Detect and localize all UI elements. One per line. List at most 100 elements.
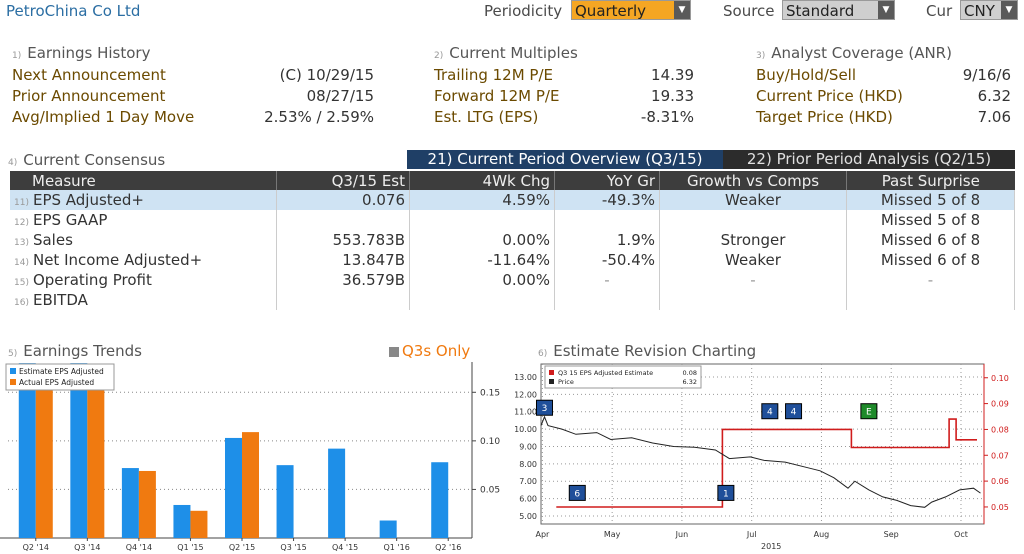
x-tick-label: Q4 '15 [332,543,358,552]
legend-swatch [549,379,554,384]
measure-cell: 12) EPS GAAP [10,210,277,230]
right-tick-label: 0.10 [991,374,1009,383]
col-yoy-gr[interactable]: YoY Gr [554,171,660,190]
table-row[interactable]: 11) EPS Adjusted+ 0.076 4.59% -49.3% Weak… [10,190,1015,210]
trailing-pe-value: 14.39 [651,66,694,84]
legend-box [5,363,115,391]
earnings-history-title[interactable]: 1) Earnings History [12,44,151,62]
x-tick-label: Q2 '16 [435,543,461,552]
bar-estimate [328,448,346,538]
comps-cell: Weaker [659,190,847,210]
right-tick-label: 0.07 [991,451,1009,460]
marker-label: 1 [723,489,729,499]
right-tick-label: 0.06 [991,477,1009,486]
target-price-label: Target Price (HKD) [756,108,893,126]
est-cell: 553.783B [276,230,410,250]
legend-swatch-estimate [10,368,16,374]
surprise-cell: Missed 6 of 8 [846,230,1015,250]
current-price-label: Current Price (HKD) [756,87,903,105]
current-multiples-title[interactable]: 2) Current Multiples [434,44,578,62]
x-tick-label: Jun [675,530,689,539]
analyst-coverage-title[interactable]: 3) Analyst Coverage (ANR) [756,44,952,62]
trailing-pe-label: Trailing 12M P/E [434,66,553,84]
left-tick-label: 11.00 [514,408,537,417]
marker-label: 3 [542,404,548,414]
right-tick-label: 0.09 [991,400,1009,409]
x-tick-label: Q1 '15 [177,543,203,552]
periodicity-label: Periodicity [484,2,563,20]
bar-estimate [431,462,449,538]
y-tick-label: 0.15 [480,388,500,398]
chart-legend: Estimate EPS Adjusted Actual EPS Adjusted [5,363,115,391]
eps-estimate-line [556,418,977,508]
chart-legend: Q3 15 EPS Adjusted Estimate 0.08 Price 6.32 [544,365,702,389]
q3s-only-toggle[interactable]: Q3s Only [389,342,470,360]
estimate-revision-title[interactable]: 6) Estimate Revision Charting [538,342,757,360]
col-measure[interactable]: Measure [10,171,277,190]
plot-area [540,363,985,525]
col-past-surprise[interactable]: Past Surprise [846,171,1015,190]
x-tick-label: Sep [884,530,899,539]
bar-estimate [276,465,294,538]
table-row[interactable]: 16) EBITDA [10,290,1015,310]
col-4wk-chg[interactable]: 4Wk Chg [409,171,555,190]
bar-estimate [121,468,139,538]
chg-cell: 0.00% [409,270,555,290]
legend-swatch [549,370,554,375]
marker-label: 4 [767,408,773,418]
bar-actual [35,372,53,538]
next-announcement-value: (C) 10/29/15 [279,66,374,84]
legend-value: 0.08 [683,369,697,377]
y-tick-label: 0.05 [480,485,500,495]
event-marker: 3 [535,399,553,416]
right-tick-label: 0.08 [991,425,1009,434]
chg-cell [409,210,555,230]
legend-label-actual: Actual EPS Adjusted [19,378,94,387]
measure-cell: 14) Net Income Adjusted+ [10,250,277,270]
event-marker: 4 [785,403,803,420]
x-tick-label: May [604,530,621,539]
est-ltg-label: Est. LTG (EPS) [434,108,539,126]
earnings-trends-title[interactable]: 5) Earnings Trends [8,342,142,360]
x-tick-label: Q3 '15 [280,543,306,552]
est-cell: 0.076 [276,190,410,210]
bar-estimate [225,437,242,538]
left-tick-label: 7.00 [519,477,537,486]
tab-current-period-overview[interactable]: 21) Current Period Overview (Q3/15) [407,150,723,169]
currency-dropdown[interactable]: CNY ▼ [960,0,1018,20]
table-row[interactable]: 15) Operating Profit 36.579B 0.00% - - - [10,270,1015,290]
measure-cell: 11) EPS Adjusted+ [10,190,277,210]
periodicity-dropdown[interactable]: Quarterly ▼ [571,0,691,20]
table-row[interactable]: 12) EPS GAAP Missed 5 of 8 [10,210,1015,230]
chevron-down-icon: ▼ [1001,1,1017,19]
x-tick-label: Jul [746,530,757,539]
current-consensus-title[interactable]: 4) Current Consensus [8,151,166,169]
table-row[interactable]: 14) Net Income Adjusted+ 13.847B -11.64% … [10,250,1015,270]
periodicity-value: Quarterly [575,2,646,20]
event-marker: E [860,403,878,420]
yoy-cell: 1.9% [554,230,660,250]
legend-value: 6.32 [683,378,697,386]
current-price-value: 6.32 [977,87,1011,105]
event-marker: 4 [761,403,779,420]
marker-box [761,403,779,420]
est-cell [276,290,410,310]
marker-box [785,403,803,420]
table-header-row: Measure Q3/15 Est 4Wk Chg YoY Gr Growth … [10,171,1015,190]
yoy-cell: - [554,270,660,290]
source-dropdown[interactable]: Standard ▼ [782,0,895,20]
legend-box [544,365,702,389]
checkbox-icon [389,346,399,357]
legend-swatch-actual [10,379,16,385]
target-price-value: 7.06 [977,108,1011,126]
x-tick-label: Q2 '14 [23,543,49,552]
col-growth-vs-comps[interactable]: Growth vs Comps [659,171,847,190]
col-est[interactable]: Q3/15 Est [276,171,410,190]
marker-label: E [866,408,872,418]
x-tick-label: Q3 '14 [74,543,100,552]
tab-prior-period-analysis[interactable]: 22) Prior Period Analysis (Q2/15) [723,150,1015,169]
currency-label: Cur [926,2,953,20]
event-marker: 6 [568,484,586,501]
table-row[interactable]: 13) Sales 553.783B 0.00% 1.9% Stronger Mi… [10,230,1015,250]
left-tick-label: 9.00 [519,442,537,451]
